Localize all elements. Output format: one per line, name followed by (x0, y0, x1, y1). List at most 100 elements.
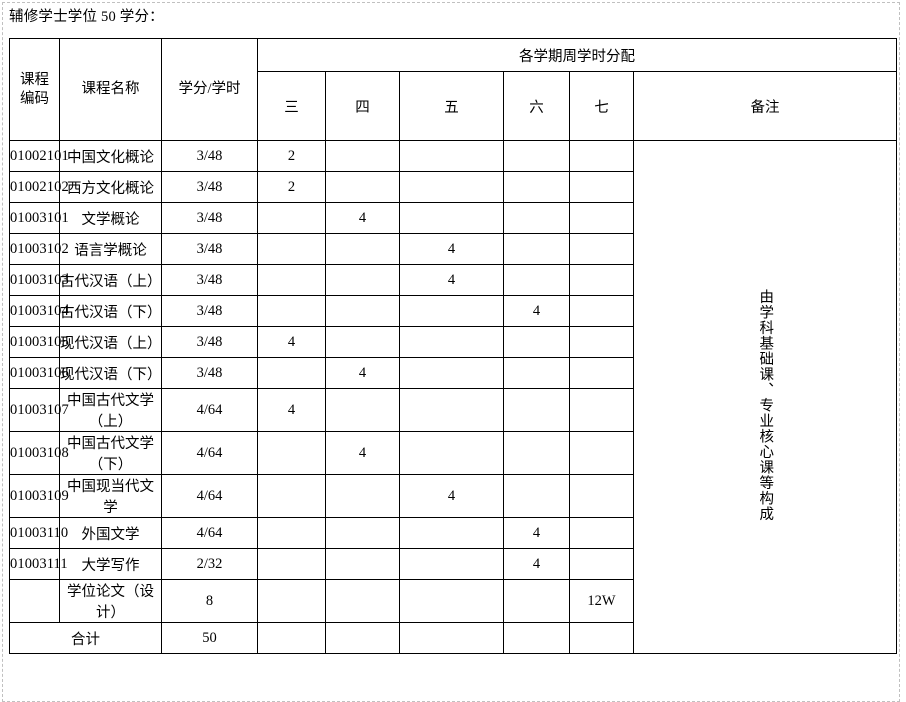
header-semester-4: 四 (325, 71, 400, 141)
table-row: 01003101 文学概论 3/48 4 (9, 202, 897, 234)
cell-credit-hours: 3/48 (161, 233, 258, 265)
cell-credit-hours: 2/32 (161, 548, 258, 580)
cell-semester-7 (569, 431, 634, 475)
cell-credit-hours: 3/48 (161, 202, 258, 234)
cell-course-name: 中国古代文学（上） (59, 388, 162, 432)
cell-semester-6: 4 (503, 517, 570, 549)
cell-semester-4 (325, 171, 400, 203)
cell-semester-4 (325, 264, 400, 296)
cell-course-code: 01003111 (9, 548, 68, 580)
cell-semester-5 (399, 326, 504, 358)
cell-credit-hours: 3/48 (161, 357, 258, 389)
cell-semester-4 (325, 295, 400, 327)
table-row: 01003104 古代汉语（下） 3/48 4 (9, 295, 897, 327)
cell-semester-5 (399, 202, 504, 234)
cell-semester-4 (325, 517, 400, 549)
cell-credit-hours: 4/64 (161, 474, 258, 518)
cell-course-name: 古代汉语（下） (59, 295, 162, 327)
cell-total-credit: 50 (161, 622, 258, 654)
cell-credit-hours: 4/64 (161, 431, 258, 475)
cell-semester-3 (257, 264, 326, 296)
cell-semester-4: 4 (325, 357, 400, 389)
cell-credit-hours: 3/48 (161, 295, 258, 327)
cell-course-name: 外国文学 (59, 517, 162, 549)
cell-course-code: 01003109 (9, 474, 69, 518)
cell-semester-7 (569, 474, 634, 518)
cell-course-code: 01003104 (9, 295, 69, 327)
cell-course-name: 现代汉语（下） (59, 357, 162, 389)
cell-semester-6 (503, 474, 570, 518)
cell-semester-5: 4 (399, 264, 504, 296)
cell-semester-3 (257, 357, 326, 389)
cell-course-name: 西方文化概论 (59, 171, 162, 203)
header-course-code: 课程 编码 (9, 38, 60, 141)
cell-course-code: 01002102 (9, 171, 69, 203)
cell-course-name: 语言学概论 (59, 233, 162, 265)
cell-credit-hours: 3/48 (161, 171, 258, 203)
cell-semester-4 (325, 140, 400, 172)
header-credit-hours: 学分/学时 (161, 38, 258, 141)
cell-semester-4 (325, 548, 400, 580)
cell-course-code: 01003107 (9, 388, 69, 432)
cell-course-code: 01003105 (9, 326, 69, 358)
header-semester-7: 七 (569, 71, 634, 141)
cell-semester-5 (399, 548, 504, 580)
cell-semester-4 (325, 326, 400, 358)
cell-semester-6: 4 (503, 295, 570, 327)
cell-semester-3 (257, 295, 326, 327)
cell-semester-6 (503, 264, 570, 296)
cell-semester-5 (399, 431, 504, 475)
cell-semester-5: 4 (399, 233, 504, 265)
cell-semester-7: 12W (569, 579, 634, 623)
cell-course-code: 01002101 (9, 140, 69, 172)
cell-course-code: 01003102 (9, 233, 69, 265)
cell-semester-3: 4 (257, 326, 326, 358)
cell-semester-4 (325, 579, 400, 623)
cell-total-s3 (257, 622, 326, 654)
cell-semester-5 (399, 357, 504, 389)
cell-course-code: 01003101 (9, 202, 69, 234)
cell-semester-6 (503, 431, 570, 475)
cell-credit-hours: 4/64 (161, 517, 258, 549)
cell-semester-6 (503, 202, 570, 234)
cell-semester-5 (399, 140, 504, 172)
cell-total-label: 合计 (9, 622, 162, 654)
cell-semester-6 (503, 326, 570, 358)
cell-semester-3 (257, 233, 326, 265)
cell-credit-hours: 3/48 (161, 326, 258, 358)
cell-course-name: 学位论文（设计） (59, 579, 162, 623)
cell-course-name: 古代汉语（上） (59, 264, 162, 296)
cell-semester-6 (503, 357, 570, 389)
cell-semester-7 (569, 295, 634, 327)
cell-semester-6 (503, 233, 570, 265)
cell-semester-3: 4 (257, 388, 326, 432)
table-row: 01002102 西方文化概论 3/48 2 (9, 171, 897, 203)
cell-semester-4: 4 (325, 202, 400, 234)
table-body: 01002101 中国文化概论 3/48 2 由学科基础课、专业核心课等构成 010021… (9, 140, 897, 654)
cell-course-name: 文学概论 (59, 202, 162, 234)
cell-semester-4: 4 (325, 431, 400, 475)
cell-credit-hours: 3/48 (161, 264, 258, 296)
remarks-vertical-text: 由学科基础课、专业核心课等构成 (757, 289, 774, 522)
header-course-name: 课程名称 (59, 38, 162, 141)
header-course-code-line2: 编码 (20, 90, 49, 107)
table-row: 01003105 现代汉语（上） 3/48 4 (9, 326, 897, 358)
cell-semester-7 (569, 548, 634, 580)
cell-semester-6 (503, 171, 570, 203)
cell-course-code: 01003106 (9, 357, 69, 389)
cell-semester-4 (325, 474, 400, 518)
cell-semester-3 (257, 202, 326, 234)
table-row: 01003107 中国古代文学（上） 4/64 4 (9, 388, 897, 432)
cell-course-name: 现代汉语（上） (59, 326, 162, 358)
cell-remarks: 由学科基础课、专业核心课等构成 (633, 140, 897, 654)
cell-credit-hours: 8 (161, 579, 258, 623)
cell-semester-7 (569, 326, 634, 358)
header-semester-6: 六 (503, 71, 570, 141)
cell-semester-5 (399, 295, 504, 327)
cell-semester-6: 4 (503, 548, 570, 580)
cell-total-s5 (399, 622, 504, 654)
table-row: 01002101 中国文化概论 3/48 2 由学科基础课、专业核心课等构成 (9, 140, 897, 654)
cell-semester-3 (257, 474, 326, 518)
cell-course-name: 中国现当代文学 (59, 474, 162, 518)
cell-semester-5 (399, 388, 504, 432)
